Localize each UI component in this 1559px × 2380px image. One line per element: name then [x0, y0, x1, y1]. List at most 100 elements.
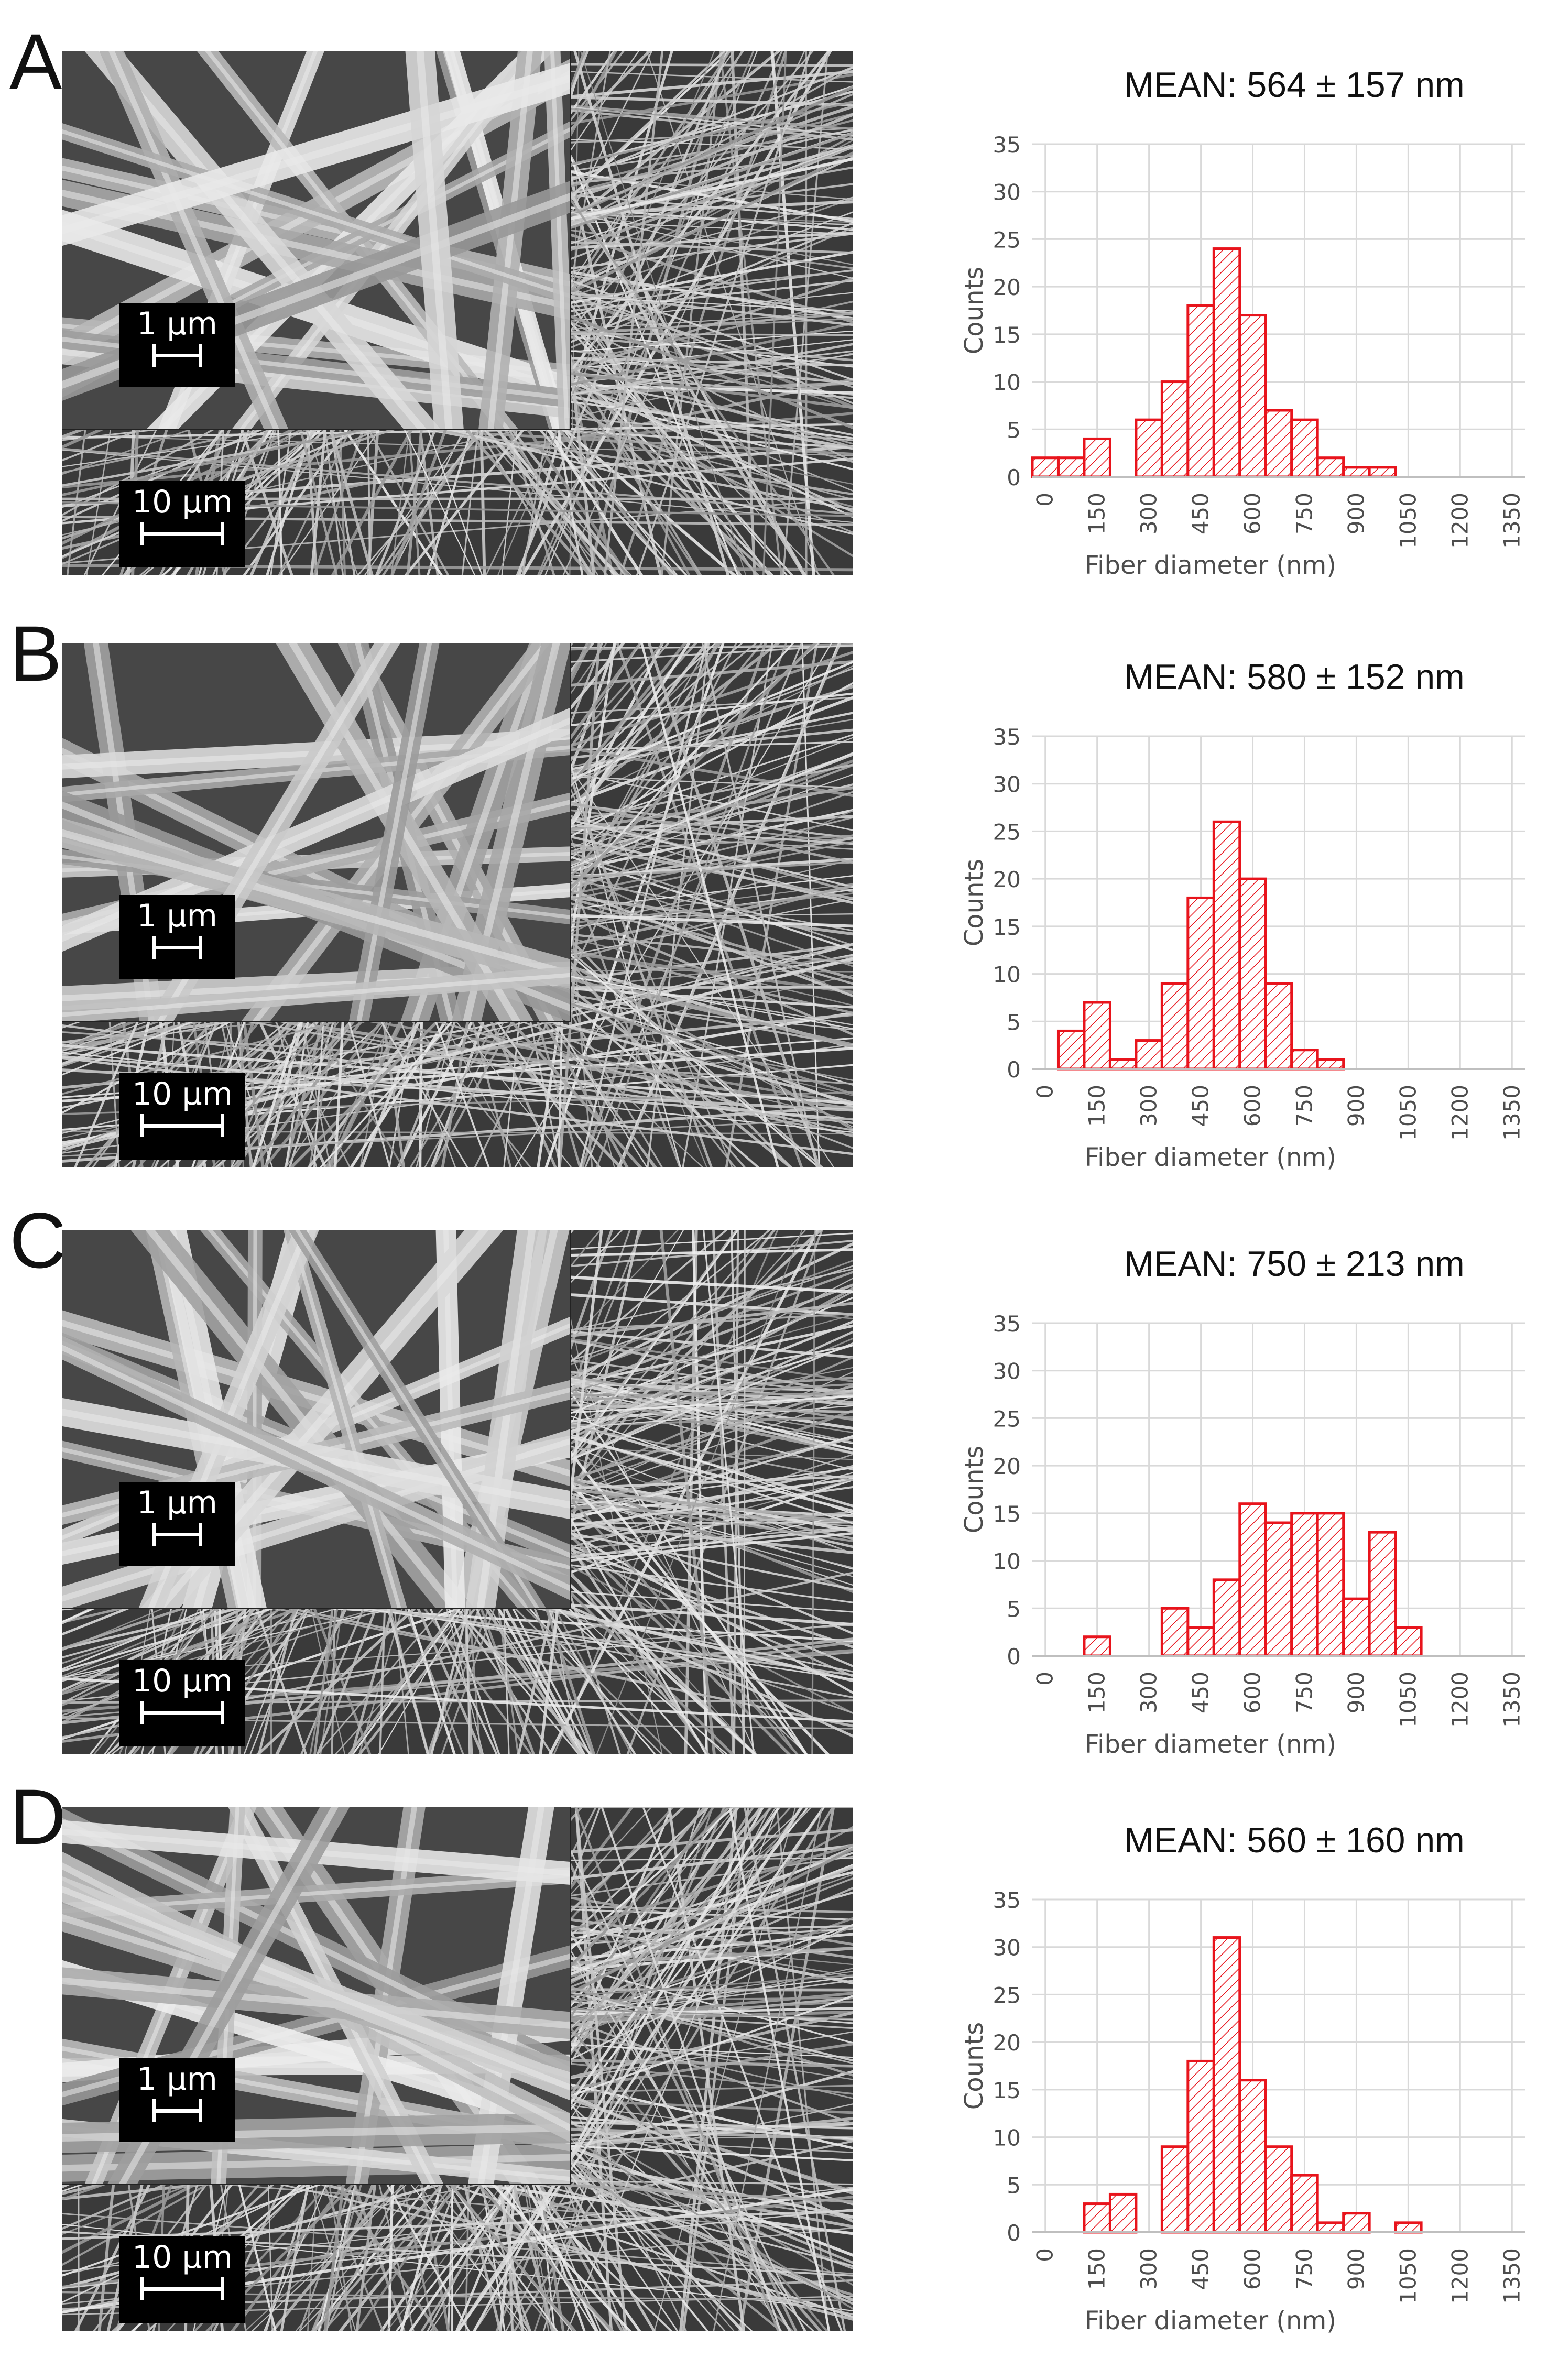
x-tick-label: 1350	[1499, 1672, 1524, 1728]
x-axis-label: Fiber diameter (nm)	[1085, 1143, 1336, 1172]
y-tick-label: 15	[993, 2078, 1021, 2103]
histogram-bar	[1290, 1512, 1319, 1657]
x-tick-label: 0	[1032, 1672, 1058, 1686]
scale-label-main: 10 µm	[132, 1076, 233, 1112]
histogram-bar	[1316, 456, 1345, 478]
histogram-svg: MEAN: 750 ± 213 nm Counts Fiber diameter…	[960, 1244, 1525, 1759]
histogram-bar	[1342, 466, 1371, 478]
chart-title: MEAN: 750 ± 213 nm	[1124, 1244, 1465, 1284]
histogram-bar	[1135, 1039, 1163, 1071]
scale-label-main: 10 µm	[132, 1663, 233, 1699]
histogram-bar	[1238, 1502, 1267, 1657]
y-tick-label: 10	[993, 2125, 1021, 2151]
x-tick-label: 750	[1291, 493, 1317, 534]
y-tick-label: 0	[1007, 2220, 1021, 2246]
y-tick-label: 10	[993, 370, 1021, 396]
histogram-bar	[1186, 304, 1215, 478]
y-tick-label: 30	[993, 1935, 1021, 1961]
histogram-d: MEAN: 560 ± 160 nm Counts Fiber diameter…	[912, 1787, 1541, 2379]
x-tick-label: 900	[1343, 1085, 1369, 1127]
x-tick-label: 900	[1343, 2248, 1369, 2290]
y-tick-label: 25	[993, 1406, 1021, 1432]
histogram-bar	[1083, 437, 1111, 478]
figure-panel-b: B 1 µm 10 µm MEAN: 580 ± 152 nm Counts F…	[0, 614, 1559, 1216]
y-tick-label: 30	[993, 1359, 1021, 1384]
x-tick-label: 1350	[1499, 2248, 1524, 2304]
y-tick-label: 15	[993, 914, 1021, 940]
x-tick-label: 150	[1084, 1085, 1110, 1127]
histogram-bar	[1342, 1597, 1371, 1657]
histogram-bar	[1238, 2079, 1267, 2234]
y-tick-label: 20	[993, 2030, 1021, 2056]
x-tick-label: 600	[1240, 1085, 1266, 1127]
y-axis-label: Counts	[960, 1446, 989, 1534]
x-tick-label: 1050	[1395, 2248, 1421, 2304]
x-tick-label: 1200	[1447, 1672, 1473, 1728]
histogram-bar	[1264, 409, 1293, 478]
y-tick-label: 35	[993, 132, 1021, 158]
histogram-bar	[1212, 1578, 1241, 1657]
scale-bar-inset-b: 1 µm	[119, 895, 235, 979]
x-tick-label: 1200	[1447, 2248, 1473, 2304]
histogram-bar	[1031, 456, 1060, 478]
histogram-a: MEAN: 564 ± 157 nm Counts Fiber diameter…	[912, 31, 1541, 624]
y-axis-label: Counts	[960, 859, 989, 947]
histogram-bar	[1083, 1001, 1111, 1071]
histogram-bar	[1160, 982, 1190, 1071]
y-tick-label: 5	[1007, 417, 1021, 443]
histogram-bar	[1290, 1049, 1319, 1071]
x-tick-label: 1350	[1499, 1085, 1524, 1141]
x-tick-label: 450	[1188, 2248, 1214, 2290]
scale-label-inset: 1 µm	[137, 2061, 217, 2098]
x-tick-label: 450	[1188, 1672, 1214, 1713]
x-axis-label: Fiber diameter (nm)	[1085, 1730, 1336, 1759]
y-tick-label: 0	[1007, 465, 1021, 490]
y-tick-label: 10	[993, 962, 1021, 988]
x-tick-label: 150	[1084, 2248, 1110, 2290]
y-tick-label: 20	[993, 1454, 1021, 1479]
histogram-bar	[1368, 1531, 1397, 1657]
histogram-bar	[1316, 2221, 1345, 2234]
y-tick-label: 5	[1007, 1596, 1021, 1622]
histogram-bar	[1238, 314, 1267, 478]
x-tick-label: 300	[1136, 1085, 1162, 1127]
x-tick-label: 900	[1343, 493, 1369, 534]
panel-label-a: A	[9, 17, 62, 105]
histogram-bar	[1290, 418, 1319, 478]
x-axis-label: Fiber diameter (nm)	[1085, 2306, 1336, 2335]
histogram-bar	[1238, 877, 1267, 1071]
y-axis-label: Counts	[960, 2022, 989, 2110]
x-tick-label: 750	[1291, 2248, 1317, 2290]
histogram-bar	[1186, 2059, 1215, 2234]
x-tick-label: 1200	[1447, 1085, 1473, 1141]
histogram-bar	[1160, 1607, 1190, 1657]
sem-image-d: 1 µm 10 µm	[62, 1807, 853, 2331]
y-tick-label: 25	[993, 227, 1021, 253]
y-tick-label: 25	[993, 1982, 1021, 2008]
scale-bar-main-a: 10 µm	[119, 481, 245, 567]
scale-label-main: 10 µm	[132, 484, 233, 520]
scale-bar-inset-a: 1 µm	[119, 303, 235, 387]
x-tick-label: 750	[1291, 1085, 1317, 1127]
sem-fibers-inset	[62, 51, 570, 429]
x-tick-label: 750	[1291, 1672, 1317, 1713]
histogram-bar	[1394, 2221, 1423, 2234]
x-tick-label: 600	[1240, 2248, 1266, 2290]
chart-title: MEAN: 580 ± 152 nm	[1124, 657, 1465, 697]
figure-panel-a: A 1 µm 10 µm MEAN: 564 ± 157 nm Counts F…	[0, 22, 1559, 624]
histogram-bar	[1342, 2212, 1371, 2234]
x-tick-label: 0	[1032, 493, 1058, 507]
histogram-bar	[1108, 2192, 1138, 2234]
y-tick-label: 20	[993, 275, 1021, 300]
scale-label-main: 10 µm	[132, 2239, 233, 2276]
x-tick-label: 1200	[1447, 493, 1473, 549]
histogram-bar	[1316, 1512, 1345, 1657]
scale-bar-inset-c: 1 µm	[119, 1482, 235, 1566]
x-tick-label: 1050	[1395, 1085, 1421, 1141]
histogram-bar	[1264, 982, 1293, 1071]
panel-label-c: C	[9, 1196, 67, 1284]
x-tick-label: 150	[1084, 1672, 1110, 1713]
histogram-bar	[1316, 1058, 1345, 1071]
panel-label-b: B	[9, 609, 62, 697]
histogram-bar	[1212, 1936, 1241, 2234]
